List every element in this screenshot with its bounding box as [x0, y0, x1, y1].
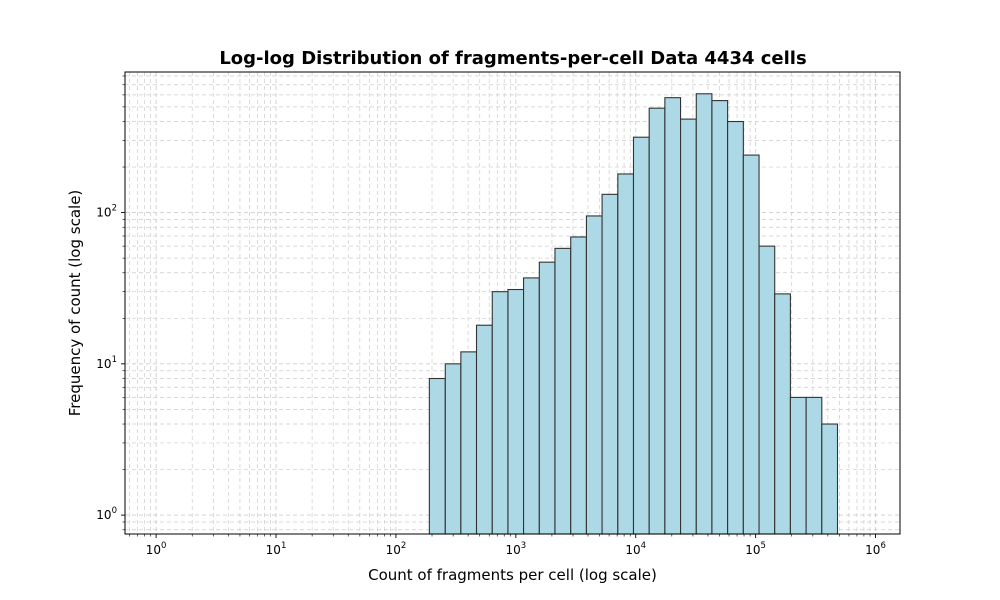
histogram-bar [475, 324, 493, 535]
histogram-bar [821, 423, 839, 535]
x-tick-label: 102 [386, 541, 407, 557]
histogram-bar [711, 100, 729, 535]
x-axis-label: Count of fragments per cell (log scale) [368, 566, 657, 584]
axis-ticks [121, 75, 876, 538]
histogram-bar [742, 154, 760, 535]
histogram-bar [460, 351, 478, 535]
x-tick-label: 105 [745, 541, 766, 557]
histogram-bar [758, 245, 776, 535]
x-tick-label: 106 [865, 541, 886, 557]
histogram-bar [570, 236, 587, 535]
y-tick-label: 102 [96, 204, 117, 220]
histogram-bar [617, 173, 635, 535]
histogram-bar [538, 261, 556, 535]
y-tick-label: 100 [96, 506, 117, 522]
x-tick-label: 104 [625, 541, 646, 557]
histogram-bar [601, 193, 619, 535]
histogram-bar [805, 396, 823, 535]
histogram-bar [585, 215, 603, 535]
y-axis-label: Frequency of count (log scale) [66, 190, 84, 417]
histogram-bar [428, 377, 446, 535]
x-tick-label: 101 [266, 541, 287, 557]
histogram-bar [444, 363, 462, 535]
histogram-bar [648, 107, 666, 535]
histogram-bar [491, 291, 509, 535]
histogram-bar [632, 136, 650, 535]
histogram-bar [554, 247, 572, 535]
x-tick-label: 100 [146, 541, 167, 557]
histogram-bar [664, 97, 682, 535]
histogram-bar [523, 277, 540, 535]
histogram-bar [695, 93, 713, 535]
histogram-bar [507, 288, 525, 535]
chart-title: Log-log Distribution of fragments-per-ce… [219, 48, 806, 69]
histogram-bar [789, 396, 807, 535]
histogram-bar [727, 120, 744, 535]
histogram-bar [679, 118, 697, 535]
y-tick-label: 101 [96, 355, 117, 371]
histogram-bar [774, 293, 791, 535]
plot-frame [124, 71, 901, 535]
x-tick-label: 103 [505, 541, 526, 557]
tick-labels: 100 101 102 103 104 105 106 100 101 102 [96, 204, 886, 557]
